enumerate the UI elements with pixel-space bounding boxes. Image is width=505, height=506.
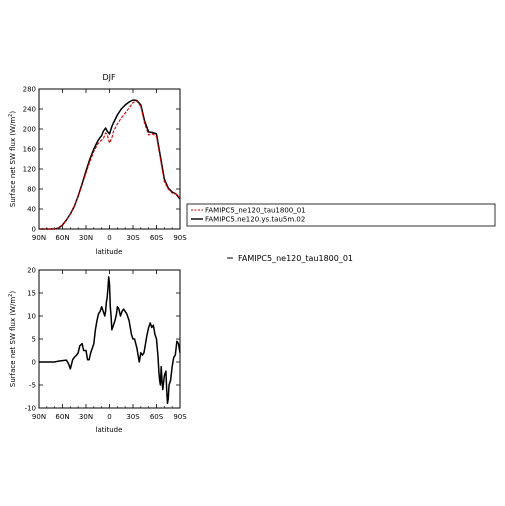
- top-y-tick-label: 0: [32, 226, 36, 234]
- bottom-y-tick-label: 0: [32, 359, 36, 367]
- top-legend: FAMIPC5_ne120_tau1800_01 FAMIPC5.ne120.y…: [186, 203, 496, 227]
- bottom-y-tick-label: -10: [25, 405, 36, 413]
- top-x-tick-label: 0: [107, 234, 111, 242]
- panel-top-djf: DJF 90N 60N 30N 0 30S 60S 90S 0 40 80 120 160 200 240…: [8, 73, 187, 256]
- bottom-y-tick-label: 20: [27, 267, 36, 275]
- top-y-tick-label: 280: [23, 86, 36, 94]
- bottom-x-tick-label: 90S: [173, 413, 187, 421]
- top-plot-frame: [38, 88, 181, 230]
- top-y-tick-label: 40: [27, 206, 36, 214]
- legend-entry-series-1: FAMIPC5_ne120_tau1800_01: [205, 207, 306, 215]
- bottom-x-tick-label: 0: [107, 413, 111, 421]
- top-series-line-2: [39, 99, 181, 230]
- bottom-y-tick-label: 15: [27, 290, 36, 298]
- top-x-axis-label: latitude: [96, 248, 123, 256]
- panel-bottom-difference: 90N 60N 30N 0 30S 60S 90S -10 -5 0 5 10 15 20 latitud…: [8, 267, 187, 435]
- top-series-line-1: [39, 100, 181, 230]
- bottom-y-tick-label: -5: [29, 382, 36, 390]
- top-x-tick-label: 30N: [79, 234, 93, 242]
- top-x-tick-label: 90N: [32, 234, 46, 242]
- top-y-axis-label: Surface net SW flux (W/m2): [8, 111, 17, 207]
- bottom-y-tick-label: 5: [32, 336, 36, 344]
- top-y-tick-label: 200: [23, 126, 36, 134]
- bottom-x-tick-label: 60N: [55, 413, 69, 421]
- bottom-y-axis-label: Surface net SW flux (W/m2): [8, 291, 17, 387]
- legend-entry-bottom-series: FAMIPC5_ne120_tau1800_01: [238, 254, 353, 263]
- bottom-y-tick-label: 10: [27, 313, 36, 321]
- top-y-tick-label: 240: [23, 106, 36, 114]
- bottom-x-axis-label: latitude: [96, 426, 123, 434]
- top-y-tick-label: 160: [23, 146, 36, 154]
- top-x-tick-label: 60N: [55, 234, 69, 242]
- bottom-series-line-1: [39, 276, 181, 405]
- top-chart-title: DJF: [102, 73, 116, 82]
- bottom-x-tick-label: 90N: [32, 413, 46, 421]
- top-x-tick-label: 60S: [150, 234, 164, 242]
- top-x-tick-label: 30S: [126, 234, 140, 242]
- top-x-tick-label: 90S: [173, 234, 187, 242]
- bottom-x-tick-label: 30S: [126, 413, 140, 421]
- bottom-x-tick-label: 30N: [79, 413, 93, 421]
- top-y-tick-label: 80: [27, 186, 36, 194]
- legend-frame: [186, 203, 496, 227]
- bottom-x-tick-label: 60S: [150, 413, 164, 421]
- legend-entry-series-2: FAMIPC5.ne120.ys.tau5m.02: [205, 216, 305, 224]
- bottom-legend: FAMIPC5_ne120_tau1800_01: [227, 254, 353, 263]
- top-y-tick-label: 120: [23, 166, 36, 174]
